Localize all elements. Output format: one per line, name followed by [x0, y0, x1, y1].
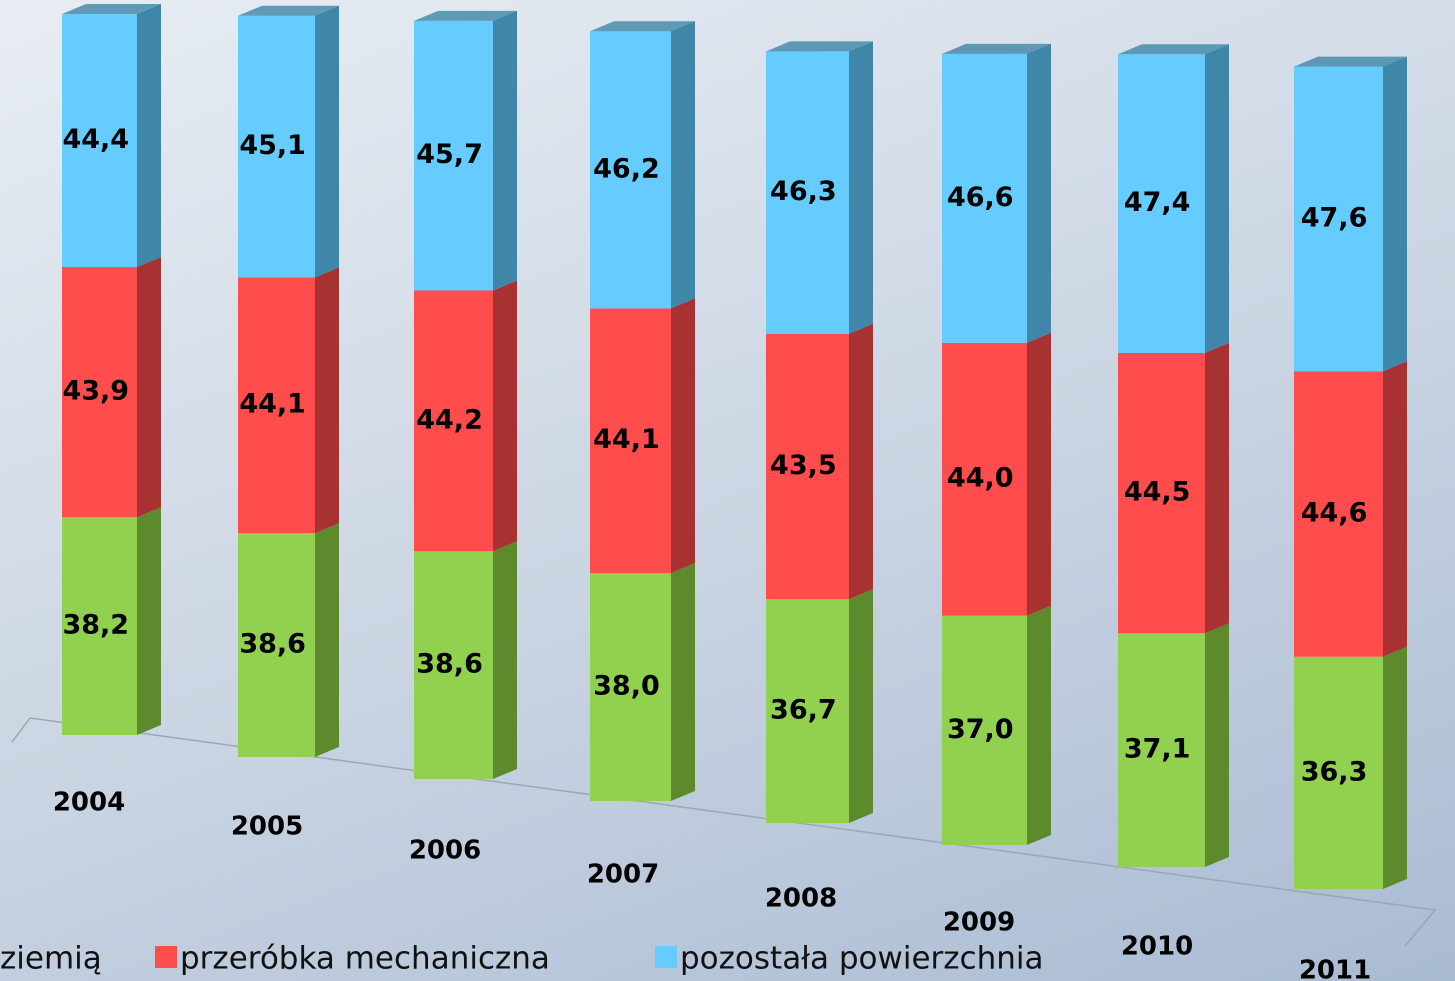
x-tick-label: 2006 — [409, 836, 481, 866]
bar-side — [137, 507, 161, 735]
bar-side — [1027, 606, 1051, 845]
x-tick-label: 2011 — [1299, 956, 1371, 981]
x-tick-label: 2010 — [1121, 932, 1193, 962]
value-label: 38,2 — [62, 610, 129, 641]
bar-side — [493, 280, 517, 551]
bar-side — [1027, 333, 1051, 616]
bar-side — [137, 257, 161, 517]
bar-side — [1383, 57, 1407, 372]
legend-label: przeróbka mechaniczna — [180, 941, 550, 977]
x-tick-label: 2008 — [765, 884, 837, 914]
bar-side — [671, 563, 695, 801]
bar-side — [315, 6, 339, 278]
bar-side — [1205, 343, 1229, 633]
value-label: 45,1 — [239, 130, 306, 161]
page: 38,2 43,9 44,4 2004 38,6 44,1 45,1 2005 38,6 44,2… — [0, 0, 1455, 981]
value-label: 44,0 — [947, 463, 1014, 494]
value-label: 44,2 — [416, 404, 483, 435]
value-label: 47,6 — [1301, 202, 1368, 233]
value-label: 43,5 — [770, 450, 837, 481]
value-label: 43,9 — [62, 376, 129, 407]
value-label: 44,6 — [1301, 497, 1368, 528]
value-label: 46,6 — [947, 182, 1014, 213]
value-label: 44,5 — [1124, 477, 1191, 508]
x-tick-label: 2009 — [943, 908, 1015, 938]
legend-label: ziemią — [0, 941, 102, 977]
value-label: 44,4 — [62, 124, 129, 155]
bar-side — [1383, 361, 1407, 656]
value-label: 37,1 — [1124, 734, 1191, 765]
value-label: 38,0 — [593, 671, 660, 702]
legend-swatch — [655, 946, 677, 968]
bar-side — [849, 324, 873, 599]
bar-side — [1383, 647, 1407, 889]
bar-side — [493, 541, 517, 779]
value-label: 46,3 — [770, 176, 837, 207]
x-tick-label: 2005 — [231, 812, 303, 842]
bar-side — [849, 589, 873, 823]
value-label: 37,0 — [947, 714, 1014, 745]
bar-side — [315, 523, 339, 757]
bar-side — [671, 21, 695, 308]
chart: 38,2 43,9 44,4 2004 38,6 44,1 45,1 2005 38,6 44,2… — [0, 0, 1455, 981]
value-label: 38,6 — [239, 629, 306, 660]
value-label: 46,2 — [593, 153, 660, 184]
bar-side — [1205, 44, 1229, 353]
bar-side — [1027, 44, 1051, 343]
value-label: 36,7 — [770, 695, 837, 726]
legend-swatch — [155, 946, 177, 968]
value-label: 47,4 — [1124, 187, 1191, 218]
bar-side — [493, 11, 517, 291]
value-label: 45,7 — [416, 139, 483, 170]
bar-side — [1205, 623, 1229, 867]
x-tick-label: 2007 — [587, 860, 659, 890]
value-label: 44,1 — [593, 424, 660, 455]
bar-side — [137, 4, 161, 267]
value-label: 38,6 — [416, 649, 483, 680]
x-tick-label: 2004 — [53, 788, 125, 818]
bar-side — [849, 41, 873, 333]
value-label: 44,1 — [239, 389, 306, 420]
value-label: 36,3 — [1301, 756, 1368, 787]
bar-side — [315, 267, 339, 533]
legend-label: pozostała powierzchnia — [680, 941, 1044, 977]
bar-side — [671, 298, 695, 573]
